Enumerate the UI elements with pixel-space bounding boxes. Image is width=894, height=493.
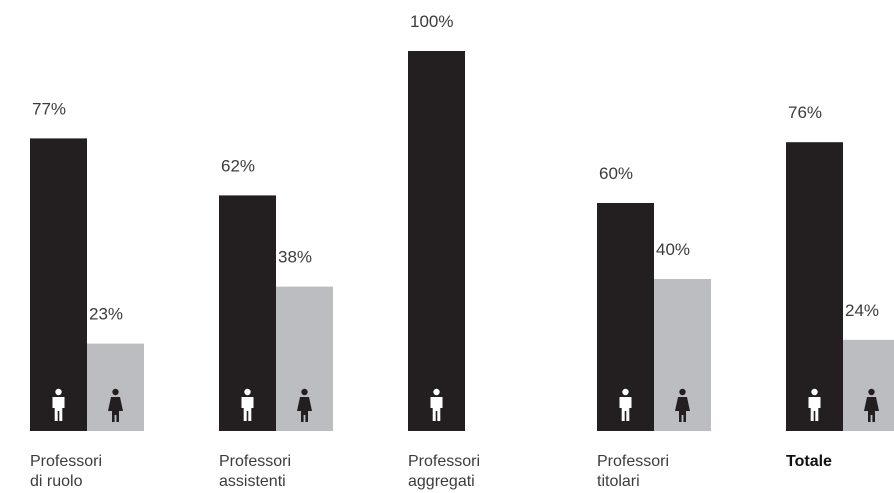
bar-female-0 bbox=[87, 343, 144, 431]
category-sublabel-0: di ruolo bbox=[30, 473, 83, 490]
female-icon-4 bbox=[864, 388, 879, 422]
female-icon-0 bbox=[108, 388, 123, 422]
male-icon-2 bbox=[430, 388, 443, 421]
category-label-0: Professori bbox=[30, 453, 102, 470]
bar-male-1 bbox=[219, 195, 276, 431]
category-sublabel-1: assistenti bbox=[219, 473, 286, 490]
value-label-male-0: 77% bbox=[32, 99, 66, 118]
male-icon-0 bbox=[52, 388, 65, 421]
value-label-female-4: 24% bbox=[845, 301, 879, 320]
category-label-3: Professori bbox=[597, 453, 669, 470]
female-icon-1 bbox=[297, 388, 312, 422]
category-label-1: Professori bbox=[219, 453, 291, 470]
category-label-2: Professori bbox=[408, 453, 480, 470]
category-sublabel-3: titolari bbox=[597, 473, 640, 490]
value-label-male-4: 76% bbox=[788, 103, 822, 122]
value-label-female-1: 38% bbox=[278, 248, 312, 267]
value-label-female-3: 40% bbox=[656, 240, 690, 259]
bar-male-4 bbox=[786, 142, 843, 431]
bar-male-2 bbox=[408, 51, 465, 431]
male-icon-3 bbox=[619, 388, 632, 421]
value-label-female-0: 23% bbox=[89, 305, 123, 324]
male-icon-4 bbox=[808, 388, 821, 421]
female-icon-3 bbox=[675, 388, 690, 422]
bar-male-0 bbox=[30, 138, 87, 431]
value-label-male-3: 60% bbox=[599, 164, 633, 183]
bar-male-3 bbox=[597, 203, 654, 431]
category-sublabel-2: aggregati bbox=[408, 473, 475, 490]
value-label-male-2: 100% bbox=[410, 12, 453, 31]
male-icon-1 bbox=[241, 388, 254, 421]
category-label-4: Totale bbox=[786, 453, 832, 470]
value-label-male-1: 62% bbox=[221, 156, 255, 175]
